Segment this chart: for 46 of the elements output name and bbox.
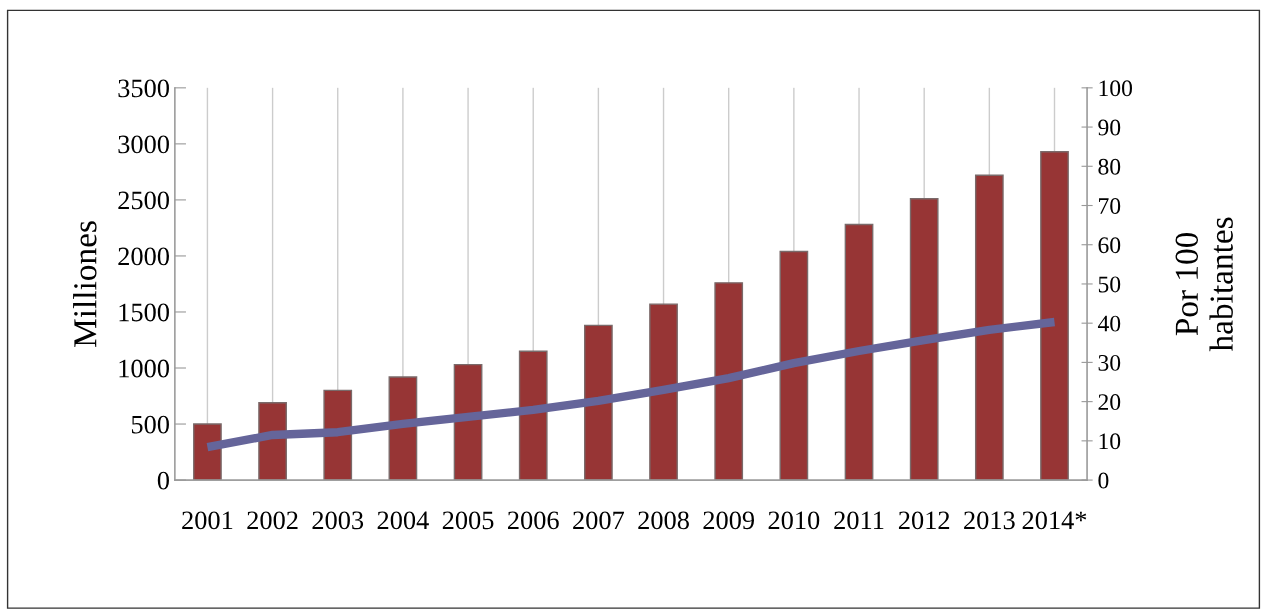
x-tick-label: 2007 <box>573 511 625 530</box>
x-tick-label: 2013 <box>964 511 1015 530</box>
bar <box>584 324 613 481</box>
y2-tick-label: 70 <box>1099 198 1121 214</box>
y-tick-label: 0 <box>157 471 169 490</box>
y2-tick-label: 80 <box>1098 158 1121 175</box>
bar <box>974 174 1004 481</box>
bar <box>779 250 809 481</box>
y2-tick-label: 40 <box>1097 315 1121 332</box>
x-tick-label: 2012 <box>898 511 950 530</box>
bar <box>193 423 222 481</box>
x-tick-label: 2004 <box>377 511 429 530</box>
x-tick-label: 2008 <box>638 511 689 530</box>
y2-tick-label: 90 <box>1098 119 1121 136</box>
y2-tick-label: 20 <box>1098 394 1121 411</box>
x-tick-label: 2002 <box>247 511 298 530</box>
x-tick-label: 2011 <box>834 511 884 530</box>
x-tick-label: 2006 <box>508 511 559 530</box>
y2-tick-label: 30 <box>1098 354 1121 371</box>
y2-tick-label: 50 <box>1098 276 1121 293</box>
y2-tick-label: 10 <box>1099 433 1121 450</box>
bar <box>649 303 678 481</box>
x-tick-label: 2001 <box>182 511 233 530</box>
bar <box>1040 151 1069 481</box>
y2-tick-label: 60 <box>1098 237 1121 254</box>
x-tick-label: 2009 <box>703 511 755 530</box>
x-tick-label: 2003 <box>312 511 364 530</box>
bar <box>714 282 744 481</box>
bar <box>323 389 353 481</box>
y-tick-label: 500 <box>131 415 169 434</box>
y-tick-label: 2000 <box>118 247 169 266</box>
bar <box>518 350 548 481</box>
y-tick-label: 1500 <box>119 303 169 322</box>
y2-axis-title: Por 100 habitantes <box>1175 217 1233 352</box>
y-tick-label: 2500 <box>118 191 169 210</box>
x-tick-label: 2005 <box>442 511 494 530</box>
y2-tick-label: 100 <box>1099 80 1133 97</box>
x-tick-label: 2014* <box>1022 511 1087 530</box>
y-tick-label: 3000 <box>118 135 169 154</box>
y-axis-title: Milliones <box>73 221 97 347</box>
y-tick-label: 3500 <box>118 79 169 98</box>
y2-tick-label: 0 <box>1098 472 1109 489</box>
x-tick-label: 2010 <box>768 511 820 530</box>
y-tick-label: 1000 <box>119 359 169 378</box>
bar <box>844 223 874 481</box>
bar <box>909 198 939 481</box>
